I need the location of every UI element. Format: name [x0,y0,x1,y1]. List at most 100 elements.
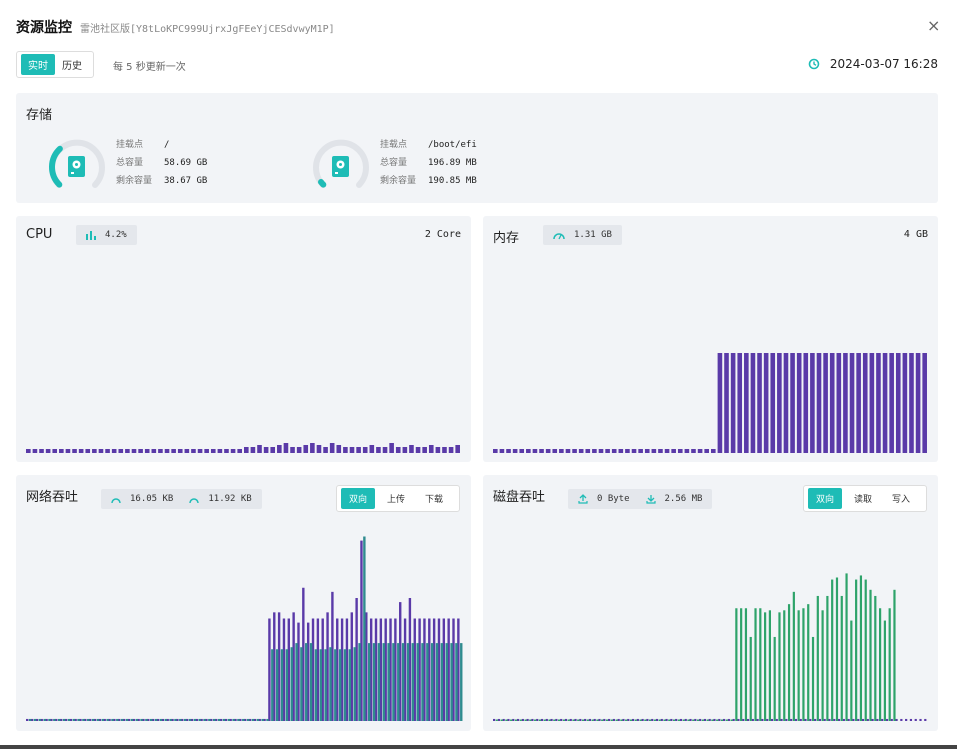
disk-io-bar [759,608,762,721]
disk-io-bar [672,719,676,721]
total-label: 总容量 [116,158,144,168]
disk-io-bar [631,718,635,721]
memory-bar [578,449,584,453]
network-bar [314,649,318,721]
network-bar [74,718,77,721]
network-bar [237,718,240,721]
disk-io-tabs: 双向 读取 写入 [803,485,928,512]
cpu-bar [263,447,269,453]
memory-bar [750,353,756,453]
disk-io-bar [749,636,752,721]
tab-write[interactable]: 写入 [892,495,911,505]
network-bar [423,618,426,721]
cpu-bar [59,449,64,453]
disk-io-bar [526,718,529,721]
network-bar [103,718,106,721]
memory-bar [545,449,551,453]
network-bar [72,718,75,721]
storage-title: 存储 [26,108,53,123]
network-bar [457,618,460,721]
mount-value: / [164,140,170,150]
disk-io-bar [835,577,839,721]
tab-both[interactable]: 双向 [808,488,843,509]
cpu-bar [323,447,328,453]
disk-io-bar [567,719,570,721]
tab-download[interactable]: 下载 [425,495,444,505]
network-bar [169,718,172,721]
disk-io-bar [914,718,917,721]
memory-bar [611,449,617,453]
network-bar [411,643,415,721]
cpu-bar [343,447,348,453]
network-chart [26,536,463,721]
tab-read[interactable]: 读取 [854,495,873,505]
cpu-bar [376,447,381,453]
cpu-bar [389,443,394,453]
memory-bar [895,353,901,453]
disk-io-bar [651,718,654,721]
network-bar [239,718,242,721]
memory-title: 内存 [493,231,520,246]
tab-both[interactable]: 双向 [341,488,376,509]
disk-io-bar [692,719,695,721]
close-icon[interactable]: × [927,16,941,35]
disk-io-bar [641,718,644,721]
cpu-bar [455,445,460,453]
network-bar [452,618,455,721]
disk-io-bar [826,595,829,721]
disk-io-bar [524,719,527,721]
disk-io-bar [593,718,596,721]
disk-io-bar [586,719,589,721]
disk-io-bar [881,718,884,721]
network-bar [118,718,121,721]
cpu-panel: CPU 4.2% 2 Core [16,216,471,462]
cpu-bar [382,447,388,453]
cpu-bar [39,449,44,453]
network-bar [316,618,320,721]
network-bar [324,649,327,721]
disk-io-bar [696,719,700,721]
network-speed-pill: 16.05 KB 11.92 KB [101,489,262,509]
disk-io-bar [605,719,609,721]
network-bar [43,718,46,721]
realtime-button[interactable]: 实时 [21,54,55,75]
cpu-bar [105,449,110,453]
disk-io-bar [607,718,611,721]
disk-io-bar [588,718,592,721]
cpu-bar [303,445,309,453]
tab-upload[interactable]: 上传 [387,495,406,505]
memory-panel: 内存 1.31 GB 4 GB [483,216,938,462]
disk-io-bar [540,718,544,721]
disk-io-bar [689,718,692,721]
network-bar [389,618,392,721]
network-bar [57,718,61,721]
network-bar [426,643,429,721]
disk-io-bar [684,718,687,721]
disk-io-bar [543,719,546,721]
cpu-bar [138,449,143,453]
memory-bar [592,449,597,453]
network-bar [360,540,363,721]
disk-io-bar [821,610,824,721]
disk-io-bar [811,636,815,721]
disk-io-bar [855,579,858,721]
disk-io-bar [603,718,606,721]
cpu-bar [257,445,262,453]
network-bar [306,622,310,721]
disk-io-bar [507,718,510,721]
network-bar [277,612,281,721]
cpu-bar [26,449,31,453]
history-button[interactable]: 历史 [62,61,82,72]
cpu-bar [369,445,375,453]
timestamp-display: 2024-03-07 16:28 [808,57,938,71]
disk-io-bar [644,719,647,721]
network-bar [205,718,208,721]
network-bar [455,643,458,721]
network-bar [137,718,140,721]
disk-io-bar [675,718,678,721]
memory-bar [829,353,835,453]
disk-card-efi: 挂载点/boot/efi 总容量 196.89 MB 剩余容量 190.85 MB [310,136,477,198]
disk-io-bar [564,718,568,721]
memory-bar [526,449,531,453]
memory-bar [618,449,624,453]
